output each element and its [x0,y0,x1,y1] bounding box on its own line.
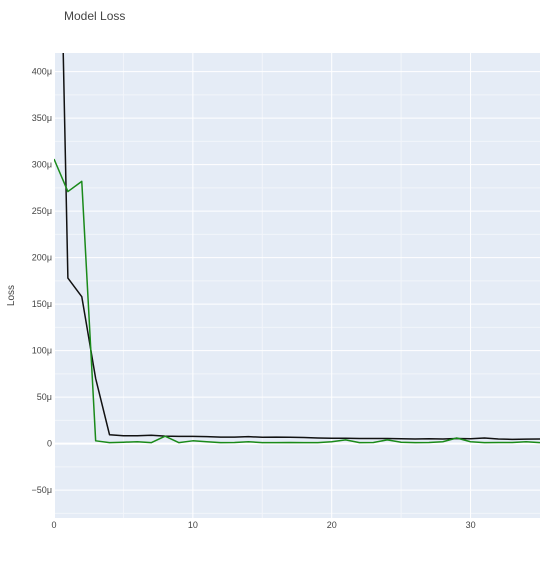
y-tick-label: 0 [47,439,52,449]
chart-title: Model Loss [64,9,125,23]
y-tick-label: 350μ [32,113,52,123]
series-line-2 [54,158,540,444]
x-tick-label: 10 [188,520,198,530]
y-tick-label: 200μ [32,253,52,263]
x-tick-label: 0 [51,520,56,530]
y-tick-label: 100μ [32,346,52,356]
y-tick-label: −50μ [32,485,52,495]
x-axis-ticks: 0 10 20 30 [51,520,475,530]
series-lines [54,53,540,444]
y-axis-label: Loss [6,285,17,306]
y-tick-label: 400μ [32,67,52,77]
x-tick-label: 20 [327,520,337,530]
plot-background [54,53,540,518]
y-tick-label: 250μ [32,206,52,216]
grid-lines [53,53,540,518]
y-axis-ticks: 400μ 350μ 300μ 250μ 200μ 150μ 100μ 50μ 0 −50μ [32,67,52,496]
y-tick-label: 300μ [32,160,52,170]
y-tick-label: 150μ [32,299,52,309]
x-tick-label: 30 [466,520,476,530]
y-tick-label: 50μ [37,392,52,402]
